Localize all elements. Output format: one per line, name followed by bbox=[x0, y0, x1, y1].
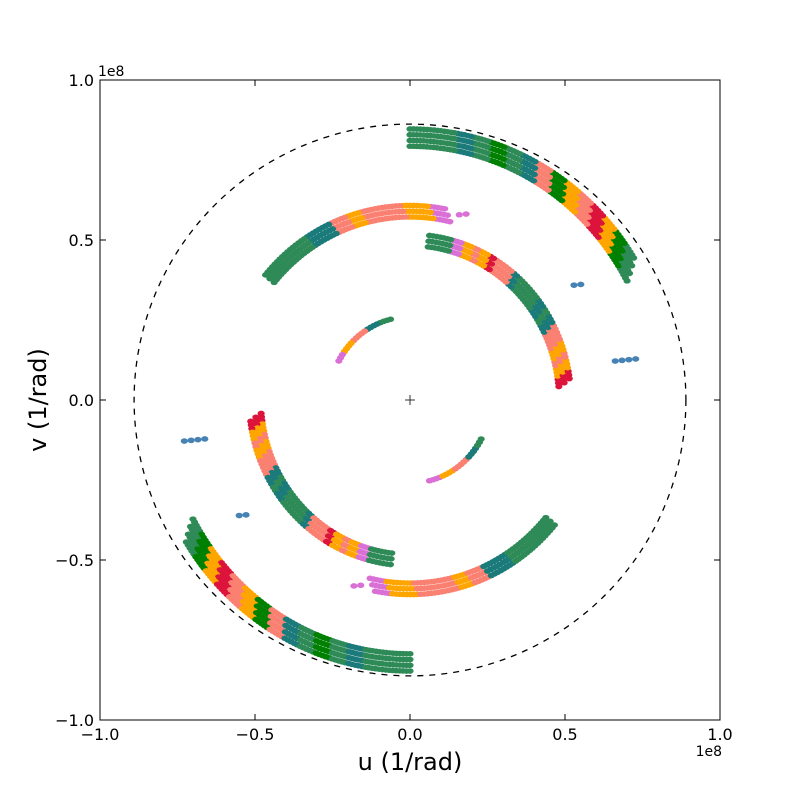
uv-point bbox=[270, 279, 278, 286]
uv-point bbox=[611, 358, 619, 364]
uv-point bbox=[618, 357, 626, 364]
uv-point bbox=[180, 438, 188, 444]
x-offset-label: 1e8 bbox=[696, 744, 722, 760]
x-tick-label: −0.5 bbox=[236, 725, 275, 744]
uv-point bbox=[625, 356, 633, 363]
uv-point bbox=[425, 232, 434, 239]
uv-point bbox=[350, 583, 358, 589]
y-offset-label: 1e8 bbox=[98, 64, 124, 80]
x-axis-label: u (1/rad) bbox=[358, 748, 463, 776]
uv-point bbox=[406, 650, 414, 657]
uv-point bbox=[462, 211, 470, 217]
uv-point bbox=[455, 211, 463, 218]
uv-point bbox=[266, 275, 274, 282]
uv-point bbox=[335, 358, 343, 364]
y-tick-label: 1.0 bbox=[69, 71, 94, 90]
y-axis-label: v (1/rad) bbox=[24, 348, 52, 452]
uv-point bbox=[406, 668, 414, 674]
uv-point bbox=[406, 656, 414, 663]
uv-point bbox=[387, 556, 395, 562]
uv-point bbox=[201, 436, 209, 442]
uv-point bbox=[357, 582, 365, 589]
uv-point bbox=[262, 272, 270, 278]
x-tick-label: 1.0 bbox=[707, 725, 732, 744]
data-points bbox=[180, 126, 640, 674]
uv-point bbox=[477, 436, 485, 442]
uv-point bbox=[577, 281, 585, 288]
axis-ticks: −1.0−1.0 −0.5 −0.5 0.0 0.0 0.5 0.5 1.0 1.0 bbox=[55, 71, 733, 744]
center-marker bbox=[405, 395, 415, 405]
uv-point bbox=[632, 356, 640, 362]
uv-point bbox=[406, 143, 414, 150]
y-tick-label: 0.0 bbox=[69, 391, 94, 410]
uv-point bbox=[406, 131, 414, 138]
uv-point bbox=[406, 126, 414, 132]
y-tick-label: 0.5 bbox=[69, 231, 94, 250]
y-tick-label: −0.5 bbox=[55, 551, 94, 570]
x-tick-label: 0.5 bbox=[552, 725, 577, 744]
uv-point bbox=[424, 244, 432, 250]
uv-point bbox=[388, 550, 396, 556]
uv-point bbox=[187, 437, 195, 444]
uv-point bbox=[550, 522, 558, 528]
uv-point bbox=[570, 282, 578, 288]
uv-point bbox=[406, 137, 414, 144]
uv-point bbox=[546, 518, 554, 525]
uv-point bbox=[242, 512, 250, 518]
uv-point bbox=[425, 238, 433, 244]
x-tick-label: −1.0 bbox=[81, 725, 120, 744]
uv-point bbox=[386, 561, 395, 568]
uv-point bbox=[406, 662, 414, 669]
uv-point bbox=[235, 512, 243, 519]
uv-point bbox=[542, 514, 550, 521]
y-tick-label: −1.0 bbox=[55, 711, 94, 730]
uv-point bbox=[194, 436, 202, 443]
x-tick-label: 0.0 bbox=[397, 725, 422, 744]
reference-circle bbox=[133, 123, 687, 677]
